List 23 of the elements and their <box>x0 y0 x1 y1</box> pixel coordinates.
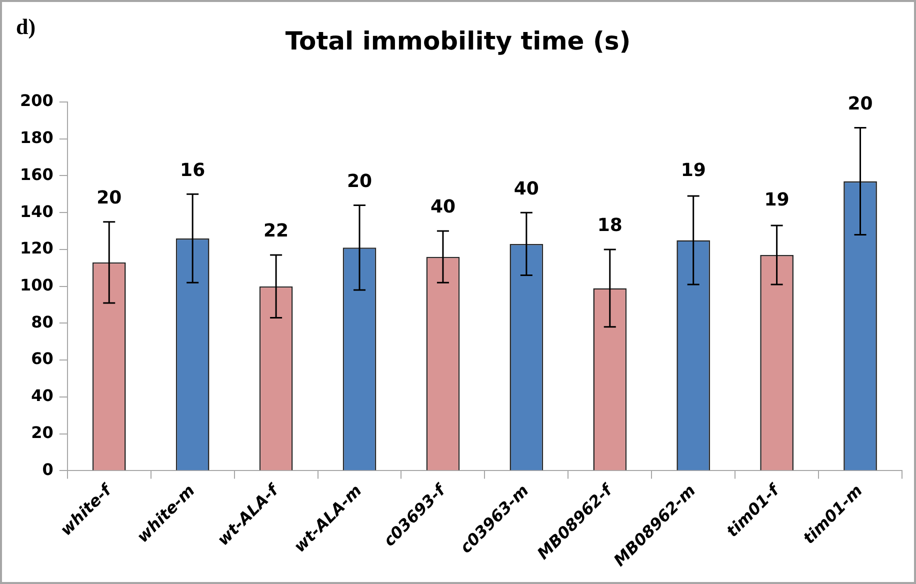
y-tick-label: 160 <box>20 164 54 184</box>
annotation: 22 <box>264 220 289 242</box>
y-tick-label: 20 <box>31 422 54 442</box>
annotation: 19 <box>680 160 706 181</box>
text: d) <box>16 14 36 40</box>
y-tick-label: 200 <box>20 91 54 110</box>
annotation: 16 <box>180 160 206 181</box>
annotation: 20 <box>96 188 122 208</box>
annotation: 20 <box>346 170 372 192</box>
chart-title: Total immobility time (s) <box>285 26 631 56</box>
y-tick-label: 40 <box>31 386 54 406</box>
y-tick-label: 140 <box>20 202 54 221</box>
y-tick-label: 120 <box>20 238 54 258</box>
annotation: 40 <box>514 178 539 200</box>
y-tick-label: 0 <box>42 460 54 479</box>
annotation: 18 <box>597 215 622 236</box>
y-tick-label: 100 <box>20 276 54 295</box>
annotation: 40 <box>430 196 456 218</box>
y-tick-label: 60 <box>31 349 54 368</box>
annotation: 19 <box>764 189 790 210</box>
y-tick-label: 80 <box>31 312 54 332</box>
annotation: 20 <box>848 93 873 114</box>
y-tick-label: 180 <box>20 128 54 148</box>
